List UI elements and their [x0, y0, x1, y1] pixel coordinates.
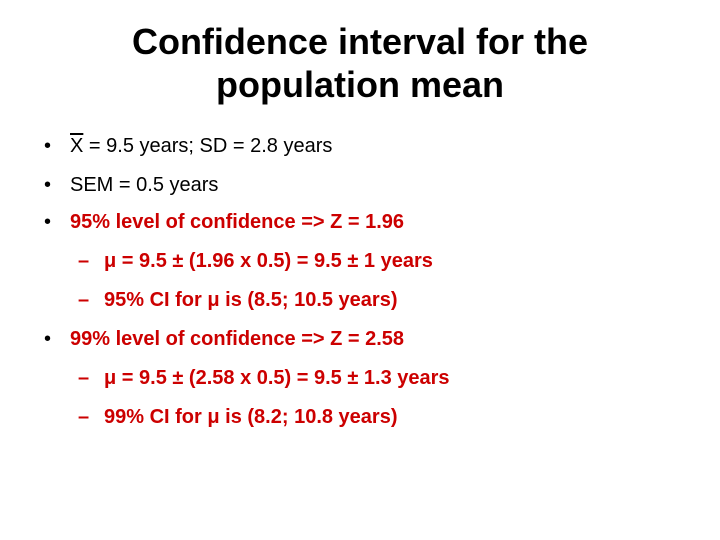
sub-bullet-marker: – [78, 289, 90, 311]
sub-bullet-text: 99% CI for μ is (8.2; 10.8 years) [104, 406, 398, 428]
bullet-text: 99% level of confidence => Z = 2.58 [70, 328, 405, 350]
bullet-marker: • [44, 174, 52, 196]
title-line-1: Confidence interval for the [131, 21, 589, 62]
x-bar-symbol: X [70, 135, 84, 157]
slide-title: Confidence interval for the population m… [60, 20, 660, 106]
sub-bullet-text: 95% CI for μ is (8.5; 10.5 years) [104, 289, 398, 311]
sub-bullet-marker: – [78, 367, 90, 389]
title-line-2: population mean [216, 64, 504, 105]
sub-bullet-marker: – [78, 406, 90, 428]
sub-bullet-text: μ = 9.5 ± (2.58 x 0.5) = 9.5 ± 1.3 years [104, 367, 450, 389]
bullet-text: = 9.5 years; SD = 2.8 years [83, 135, 333, 157]
sub-bullet-marker: – [78, 250, 90, 272]
bullet-marker: • [44, 328, 52, 350]
bullet-text: 95% level of confidence => Z = 1.96 [70, 211, 405, 233]
bullet-text: SEM = 0.5 years [70, 174, 219, 196]
sub-bullet-text: μ = 9.5 ± (1.96 x 0.5) = 9.5 ± 1 years [104, 250, 433, 272]
bullet-marker: • [44, 211, 52, 233]
bullet-marker: • [44, 135, 52, 157]
